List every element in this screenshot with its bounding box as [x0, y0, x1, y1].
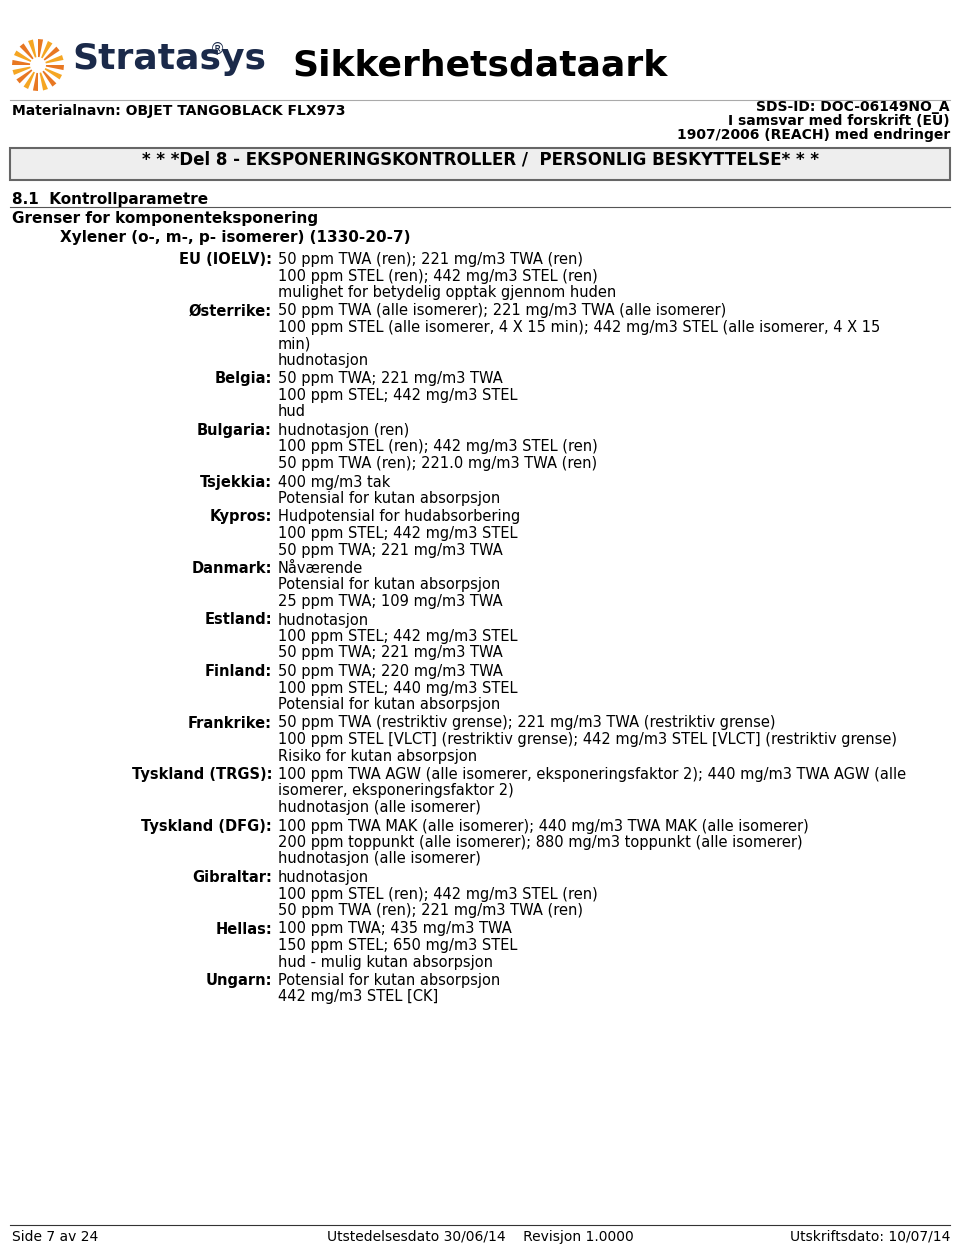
Text: 50 ppm TWA (ren); 221 mg/m3 TWA (ren): 50 ppm TWA (ren); 221 mg/m3 TWA (ren)	[278, 903, 583, 918]
Text: Sikkerhetsdataark: Sikkerhetsdataark	[293, 48, 667, 81]
Text: Nåværende: Nåværende	[278, 561, 363, 576]
Text: Risiko for kutan absorpsjon: Risiko for kutan absorpsjon	[278, 749, 477, 764]
Polygon shape	[39, 73, 48, 90]
Text: hudnotasjon: hudnotasjon	[278, 612, 370, 627]
Text: hudnotasjon (ren): hudnotasjon (ren)	[278, 423, 409, 438]
Text: Kypros:: Kypros:	[209, 510, 272, 525]
Text: Ungarn:: Ungarn:	[205, 973, 272, 988]
Text: 50 ppm TWA; 221 mg/m3 TWA: 50 ppm TWA; 221 mg/m3 TWA	[278, 542, 503, 557]
Text: 100 ppm STEL; 442 mg/m3 STEL: 100 ppm STEL; 442 mg/m3 STEL	[278, 629, 517, 644]
Text: Belgia:: Belgia:	[215, 372, 272, 387]
Text: Stratasys: Stratasys	[72, 43, 266, 76]
Text: * * *Del 8 - EKSPONERINGSKONTROLLER /  PERSONLIG BESKYTTELSE* * *: * * *Del 8 - EKSPONERINGSKONTROLLER / PE…	[141, 151, 819, 169]
Text: Estland:: Estland:	[204, 612, 272, 627]
Text: 50 ppm TWA (ren); 221.0 mg/m3 TWA (ren): 50 ppm TWA (ren); 221.0 mg/m3 TWA (ren)	[278, 456, 597, 471]
Text: 25 ppm TWA; 109 mg/m3 TWA: 25 ppm TWA; 109 mg/m3 TWA	[278, 593, 503, 608]
Text: 200 ppm toppunkt (alle isomerer); 880 mg/m3 toppunkt (alle isomerer): 200 ppm toppunkt (alle isomerer); 880 mg…	[278, 835, 803, 850]
Text: Utstedelsesdato 30/06/14    Revisjon 1.0000: Utstedelsesdato 30/06/14 Revisjon 1.0000	[326, 1229, 634, 1244]
Polygon shape	[46, 65, 64, 70]
Polygon shape	[28, 40, 36, 58]
Polygon shape	[43, 46, 60, 60]
Polygon shape	[24, 71, 35, 89]
Text: 50 ppm TWA (ren); 221 mg/m3 TWA (ren): 50 ppm TWA (ren); 221 mg/m3 TWA (ren)	[278, 252, 583, 267]
Text: 150 ppm STEL; 650 mg/m3 STEL: 150 ppm STEL; 650 mg/m3 STEL	[278, 938, 517, 953]
Text: min): min)	[278, 337, 311, 352]
Text: 1907/2006 (REACH) med endringer: 1907/2006 (REACH) med endringer	[677, 128, 950, 141]
Polygon shape	[12, 66, 31, 75]
Text: 50 ppm TWA; 221 mg/m3 TWA: 50 ppm TWA; 221 mg/m3 TWA	[278, 372, 503, 387]
Text: Tyskland (TRGS):: Tyskland (TRGS):	[132, 767, 272, 782]
Text: Xylener (o-, m-, p- isomerer) (1330-20-7): Xylener (o-, m-, p- isomerer) (1330-20-7…	[60, 230, 411, 245]
Text: Potensial for kutan absorpsjon: Potensial for kutan absorpsjon	[278, 973, 500, 988]
Polygon shape	[19, 44, 34, 59]
Polygon shape	[38, 39, 43, 58]
Text: 50 ppm TWA; 221 mg/m3 TWA: 50 ppm TWA; 221 mg/m3 TWA	[278, 646, 503, 661]
Text: Tsjekkia:: Tsjekkia:	[200, 475, 272, 490]
Text: Danmark:: Danmark:	[191, 561, 272, 576]
Text: Hellas:: Hellas:	[215, 921, 272, 936]
Polygon shape	[41, 41, 53, 59]
Text: Utskriftsdato: 10/07/14: Utskriftsdato: 10/07/14	[790, 1229, 950, 1244]
Text: Gibraltar:: Gibraltar:	[192, 870, 272, 885]
Polygon shape	[33, 73, 38, 91]
Text: 100 ppm STEL (ren); 442 mg/m3 STEL (ren): 100 ppm STEL (ren); 442 mg/m3 STEL (ren)	[278, 268, 598, 283]
Text: Bulgaria:: Bulgaria:	[197, 423, 272, 438]
Text: hud - mulig kutan absorpsjon: hud - mulig kutan absorpsjon	[278, 954, 493, 969]
Text: SDS-ID: DOC-06149NO_A: SDS-ID: DOC-06149NO_A	[756, 100, 950, 114]
Text: 50 ppm TWA (restriktiv grense); 221 mg/m3 TWA (restriktiv grense): 50 ppm TWA (restriktiv grense); 221 mg/m…	[278, 715, 776, 730]
Text: hudnotasjon (alle isomerer): hudnotasjon (alle isomerer)	[278, 800, 481, 815]
Text: Hudpotensial for hudabsorbering: Hudpotensial for hudabsorbering	[278, 510, 520, 525]
Text: 50 ppm TWA; 220 mg/m3 TWA: 50 ppm TWA; 220 mg/m3 TWA	[278, 664, 503, 679]
Text: Potensial for kutan absorpsjon: Potensial for kutan absorpsjon	[278, 577, 500, 592]
Text: Potensial for kutan absorpsjon: Potensial for kutan absorpsjon	[278, 491, 500, 506]
Text: 8.1  Kontrollparametre: 8.1 Kontrollparametre	[12, 192, 208, 207]
Text: Grenser for komponenteksponering: Grenser for komponenteksponering	[12, 212, 318, 227]
Text: hudnotasjon: hudnotasjon	[278, 870, 370, 885]
Polygon shape	[12, 60, 30, 65]
Text: 100 ppm STEL; 442 mg/m3 STEL: 100 ppm STEL; 442 mg/m3 STEL	[278, 526, 517, 541]
Text: 100 ppm STEL (alle isomerer, 4 X 15 min); 442 mg/m3 STEL (alle isomerer, 4 X 15: 100 ppm STEL (alle isomerer, 4 X 15 min)…	[278, 321, 880, 336]
Text: hudnotasjon (alle isomerer): hudnotasjon (alle isomerer)	[278, 851, 481, 866]
Text: ®: ®	[210, 43, 226, 58]
Text: 100 ppm STEL (ren); 442 mg/m3 STEL (ren): 100 ppm STEL (ren); 442 mg/m3 STEL (ren)	[278, 439, 598, 454]
Text: Potensial for kutan absorpsjon: Potensial for kutan absorpsjon	[278, 697, 500, 712]
Text: 50 ppm TWA (alle isomerer); 221 mg/m3 TWA (alle isomerer): 50 ppm TWA (alle isomerer); 221 mg/m3 TW…	[278, 303, 727, 318]
Text: 100 ppm TWA AGW (alle isomerer, eksponeringsfaktor 2); 440 mg/m3 TWA AGW (alle: 100 ppm TWA AGW (alle isomerer, eksponer…	[278, 767, 906, 782]
Polygon shape	[45, 68, 62, 79]
Text: 400 mg/m3 tak: 400 mg/m3 tak	[278, 475, 391, 490]
Text: hudnotasjon: hudnotasjon	[278, 353, 370, 368]
Text: hud: hud	[278, 404, 306, 419]
Text: 100 ppm STEL (ren); 442 mg/m3 STEL (ren): 100 ppm STEL (ren); 442 mg/m3 STEL (ren)	[278, 886, 598, 901]
Polygon shape	[42, 70, 57, 86]
Text: 100 ppm STEL; 440 mg/m3 STEL: 100 ppm STEL; 440 mg/m3 STEL	[278, 681, 517, 696]
Polygon shape	[16, 69, 33, 84]
Text: isomerer, eksponeringsfaktor 2): isomerer, eksponeringsfaktor 2)	[278, 784, 514, 799]
Polygon shape	[14, 50, 32, 61]
Polygon shape	[45, 55, 63, 64]
Text: I samsvar med forskrift (EU): I samsvar med forskrift (EU)	[729, 114, 950, 128]
Text: 100 ppm TWA MAK (alle isomerer); 440 mg/m3 TWA MAK (alle isomerer): 100 ppm TWA MAK (alle isomerer); 440 mg/…	[278, 819, 808, 834]
Text: 100 ppm STEL; 442 mg/m3 STEL: 100 ppm STEL; 442 mg/m3 STEL	[278, 388, 517, 403]
Bar	[10, 148, 950, 180]
Text: Side 7 av 24: Side 7 av 24	[12, 1229, 98, 1244]
Text: Materialnavn: OBJET TANGOBLACK FLX973: Materialnavn: OBJET TANGOBLACK FLX973	[12, 104, 346, 118]
Text: 100 ppm TWA; 435 mg/m3 TWA: 100 ppm TWA; 435 mg/m3 TWA	[278, 921, 512, 936]
Text: 442 mg/m3 STEL [CK]: 442 mg/m3 STEL [CK]	[278, 989, 439, 1004]
Text: 100 ppm STEL [VLCT] (restriktiv grense); 442 mg/m3 STEL [VLCT] (restriktiv grens: 100 ppm STEL [VLCT] (restriktiv grense);…	[278, 732, 897, 747]
Text: EU (IOELV):: EU (IOELV):	[179, 252, 272, 267]
Text: Tyskland (DFG):: Tyskland (DFG):	[141, 819, 272, 834]
Text: mulighet for betydelig opptak gjennom huden: mulighet for betydelig opptak gjennom hu…	[278, 285, 616, 300]
Text: Finland:: Finland:	[204, 664, 272, 679]
Text: Frankrike:: Frankrike:	[188, 715, 272, 730]
Text: Østerrike:: Østerrike:	[189, 303, 272, 318]
